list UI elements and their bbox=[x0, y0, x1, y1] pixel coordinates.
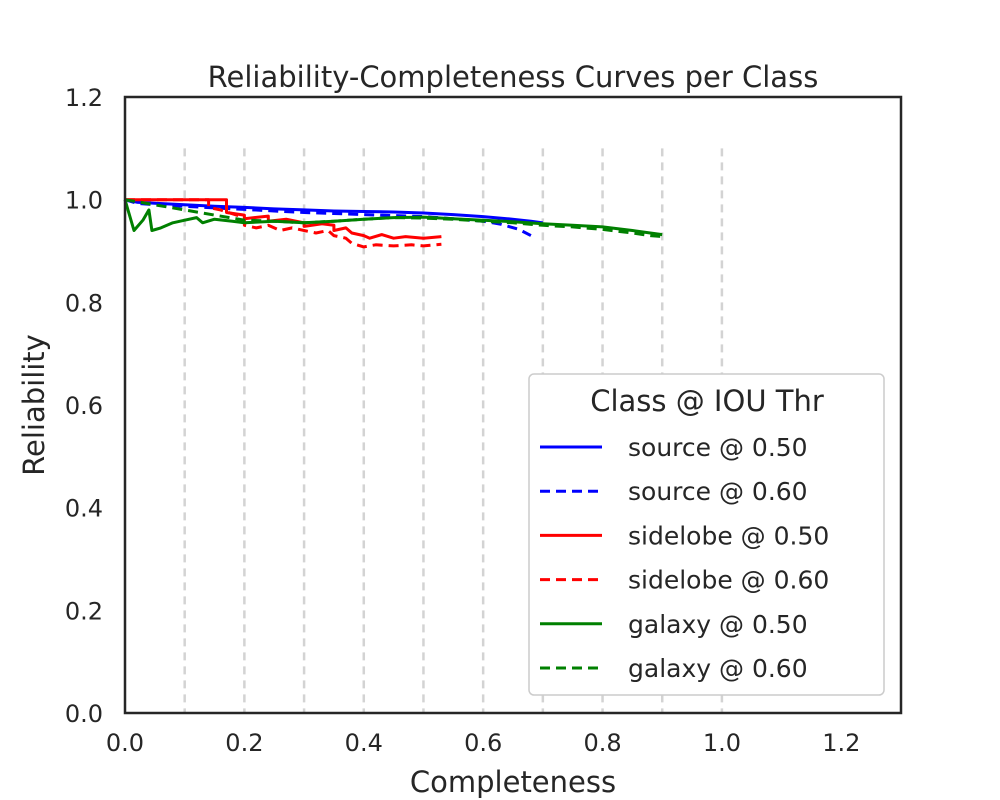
legend-item: galaxy @ 0.50 bbox=[540, 610, 808, 639]
x-tick-label: 0.6 bbox=[464, 729, 502, 757]
plot-lines bbox=[123, 198, 663, 249]
y-tick-label: 1.2 bbox=[65, 84, 103, 112]
legend-label: sidelobe @ 0.50 bbox=[628, 521, 829, 550]
y-tick-label: 0.6 bbox=[65, 392, 103, 420]
x-axis-label: Completeness bbox=[410, 765, 616, 799]
axes-frame bbox=[123, 95, 903, 715]
legend-title: Class @ IOU Thr bbox=[590, 384, 824, 418]
x-tick-label: 0.2 bbox=[225, 729, 263, 757]
legend-box bbox=[528, 373, 885, 696]
legend-label: source @ 0.60 bbox=[628, 477, 808, 506]
x-tick-label: 1.2 bbox=[822, 729, 860, 757]
y-tick-label: 1.0 bbox=[65, 187, 103, 215]
legend-item: sidelobe @ 0.50 bbox=[540, 521, 829, 550]
legend-label: source @ 0.50 bbox=[628, 433, 808, 462]
x-ticks: 0.0 0.2 0.4 0.6 0.8 1.0 1.2 bbox=[106, 729, 860, 757]
series-line-galaxy-0-60 bbox=[124, 198, 663, 239]
series-line-source-0-60 bbox=[124, 198, 532, 237]
x-tick-label: 0.0 bbox=[106, 729, 144, 757]
y-axis-label: Reliability bbox=[17, 334, 51, 476]
legend-item: sidelobe @ 0.60 bbox=[540, 566, 829, 595]
legend-label: galaxy @ 0.50 bbox=[628, 610, 808, 639]
y-tick-label: 0.4 bbox=[65, 495, 103, 523]
legend-label: galaxy @ 0.60 bbox=[628, 654, 808, 683]
legend-item: source @ 0.50 bbox=[540, 433, 808, 462]
chart-title: Reliability-Completeness Curves per Clas… bbox=[208, 60, 819, 94]
x-tick-label: 0.8 bbox=[583, 729, 621, 757]
x-tick-label: 0.4 bbox=[345, 729, 383, 757]
legend-label: sidelobe @ 0.60 bbox=[628, 566, 829, 595]
legend-item: galaxy @ 0.60 bbox=[540, 654, 808, 683]
legend-item: source @ 0.60 bbox=[540, 477, 808, 506]
y-tick-label: 0.8 bbox=[65, 289, 103, 317]
x-tick-label: 1.0 bbox=[703, 729, 741, 757]
legend-items: source @ 0.50 source @ 0.60 sidelobe @ 0.5… bbox=[540, 433, 829, 683]
y-ticks: 0.0 0.2 0.4 0.6 0.8 1.0 1.2 bbox=[65, 84, 103, 728]
series-line-sidelobe-0-60 bbox=[125, 198, 442, 249]
y-tick-label: 0.0 bbox=[65, 700, 103, 728]
y-tick-label: 0.2 bbox=[65, 597, 103, 625]
